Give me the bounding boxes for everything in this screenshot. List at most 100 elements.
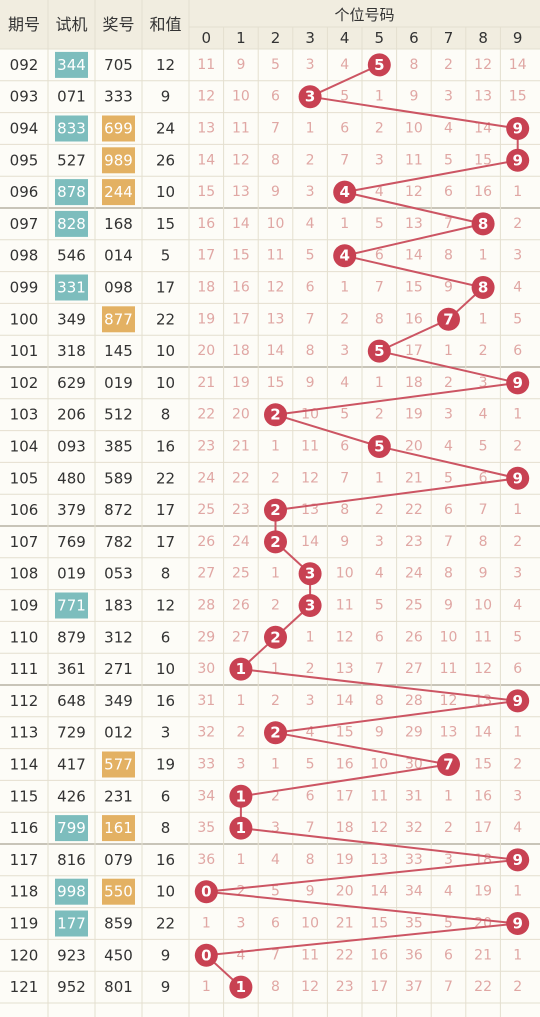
miss-count: 21 (336, 916, 354, 932)
miss-count: 2 (306, 152, 315, 168)
miss-count: 14 (405, 248, 423, 264)
miss-count: 1 (513, 407, 522, 423)
draw-cell: 019 (104, 374, 133, 392)
header-trial: 试机 (55, 15, 87, 34)
miss-count: 33 (405, 852, 423, 868)
miss-count: 14 (267, 343, 285, 359)
miss-count: 24 (232, 534, 250, 550)
hit-ball: 8 (471, 276, 495, 299)
miss-count: 6 (306, 788, 315, 804)
miss-count: 3 (444, 407, 453, 423)
hit-ball-circle (298, 85, 322, 109)
hit-ball: 9 (506, 689, 530, 713)
hit-ball-circle (367, 435, 391, 458)
sum-cell: 5 (161, 247, 171, 265)
hit-ball-label: 0 (201, 883, 211, 901)
miss-count: 23 (232, 502, 250, 518)
trial-cell: 349 (57, 310, 86, 328)
period-cell: 116 (10, 819, 39, 837)
miss-count: 9 (444, 280, 453, 296)
period-cell: 107 (10, 533, 39, 551)
miss-count: 6 (340, 439, 349, 455)
header-period: 期号 (8, 15, 40, 34)
trial-cell: 019 (57, 565, 86, 583)
miss-count: 22 (232, 470, 250, 486)
miss-count: 3 (375, 534, 384, 550)
trial-cell: 417 (57, 756, 86, 774)
sum-cell: 9 (161, 946, 171, 964)
miss-count: 15 (509, 89, 527, 105)
miss-count: 8 (479, 534, 488, 550)
miss-count: 18 (405, 375, 423, 391)
sum-cell: 10 (156, 374, 175, 392)
draw-cell: 705 (104, 56, 133, 74)
miss-count: 7 (271, 121, 280, 137)
period-cell: 106 (10, 501, 39, 519)
miss-count: 2 (444, 375, 453, 391)
miss-count: 3 (340, 343, 349, 359)
miss-count: 13 (197, 121, 215, 137)
miss-count: 3 (444, 89, 453, 105)
miss-count: 29 (405, 725, 423, 741)
hit-ball: 1 (229, 784, 253, 808)
draw-cell: 098 (104, 279, 133, 297)
hit-ball: 4 (333, 244, 357, 268)
hit-ball-label: 9 (512, 374, 522, 392)
miss-count: 1 (271, 661, 280, 677)
miss-count: 5 (444, 916, 453, 932)
hit-ball-label: 2 (270, 533, 280, 551)
hit-ball-label: 7 (443, 310, 453, 328)
hit-ball-label: 2 (270, 628, 280, 646)
table-row: 098 546 014 5 17 15 11 5 6 14 8 1 3 (10, 247, 522, 265)
trial-highlight (55, 115, 88, 142)
miss-count: 7 (271, 947, 280, 963)
miss-count: 2 (513, 439, 522, 455)
header-background (0, 0, 540, 49)
trial-cell: 879 (57, 628, 86, 646)
period-cell: 118 (10, 883, 39, 901)
miss-count: 13 (405, 216, 423, 232)
hit-ball-label: 2 (270, 406, 280, 424)
draw-cell: 168 (104, 215, 133, 233)
miss-count: 2 (375, 121, 384, 137)
miss-count: 20 (197, 343, 215, 359)
miss-count: 1 (306, 629, 315, 645)
miss-count: 16 (232, 280, 250, 296)
miss-count: 8 (271, 152, 280, 168)
miss-count: 14 (197, 152, 215, 168)
miss-count: 28 (197, 598, 215, 614)
hit-ball: 2 (264, 625, 287, 649)
hit-ball-circle (506, 689, 530, 713)
miss-count: 16 (370, 947, 388, 963)
sum-cell: 10 (156, 883, 175, 901)
miss-count: 8 (409, 57, 418, 73)
miss-count: 3 (479, 375, 488, 391)
miss-count: 2 (375, 502, 384, 518)
miss-count: 11 (301, 439, 319, 455)
miss-count: 3 (236, 757, 245, 773)
trial-cell: 729 (57, 724, 86, 742)
miss-count: 23 (197, 439, 215, 455)
miss-count: 18 (232, 343, 250, 359)
hit-ball-label: 1 (236, 819, 246, 837)
hit-ball: 5 (367, 53, 391, 77)
draw-cell: 161 (104, 819, 133, 837)
miss-count: 11 (232, 121, 250, 137)
miss-count: 8 (444, 248, 453, 264)
miss-count: 6 (513, 661, 522, 677)
period-cell: 114 (10, 756, 39, 774)
header-digit-0: 0 (202, 29, 212, 47)
miss-count: 7 (375, 280, 384, 296)
sum-cell: 3 (161, 724, 171, 742)
miss-count: 15 (405, 280, 423, 296)
table-row: 114 417 577 19 33 3 1 5 16 10 30 15 2 (10, 751, 522, 778)
miss-count: 22 (336, 947, 354, 963)
miss-count: 6 (375, 629, 384, 645)
miss-count: 19 (474, 884, 492, 900)
miss-count: 16 (336, 757, 354, 773)
hit-ball-circle (264, 498, 287, 522)
table-row: 120 923 450 9 4 7 11 22 16 36 6 21 1 (10, 946, 522, 964)
hit-ball-circle (264, 530, 287, 554)
miss-count: 23 (405, 534, 423, 550)
hit-ball-circle (471, 276, 495, 299)
